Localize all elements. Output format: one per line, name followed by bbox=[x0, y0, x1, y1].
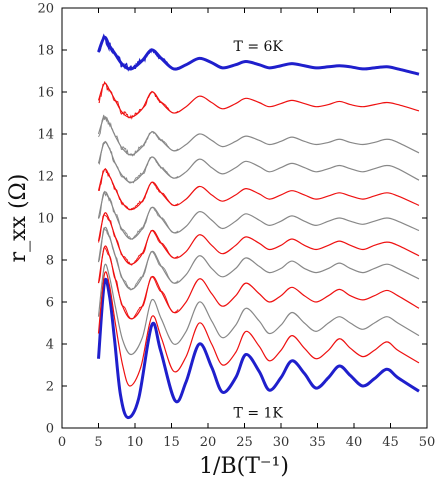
x-tick-label: 30 bbox=[273, 435, 290, 450]
y-tick-label: 16 bbox=[37, 86, 54, 101]
y-axis-label: r_xx (Ω) bbox=[6, 174, 31, 263]
series-noise-8 bbox=[98, 140, 179, 184]
series-noise-3 bbox=[98, 246, 179, 320]
y-tick-label: 4 bbox=[46, 338, 54, 353]
annotation-t-6k: T = 6K bbox=[234, 39, 284, 55]
x-tick-label: 40 bbox=[346, 435, 363, 450]
series-layer bbox=[97, 33, 420, 420]
y-tick-label: 18 bbox=[37, 44, 54, 59]
series-line-0 bbox=[97, 277, 420, 420]
x-tick-label: 45 bbox=[382, 435, 399, 450]
x-tick-label: 50 bbox=[419, 435, 436, 450]
series-line-10 bbox=[97, 82, 420, 118]
x-tick-label: 35 bbox=[309, 435, 326, 450]
series-line-7 bbox=[97, 168, 420, 211]
y-tick-label: 8 bbox=[46, 254, 54, 269]
series-noise-11 bbox=[97, 33, 179, 72]
x-tick-label: 20 bbox=[200, 435, 217, 450]
y-tick-label: 0 bbox=[46, 422, 54, 437]
ticks-layer: 0 5 10 15 20 25 30 35 40 45 50 0 2 4 6 8 10 12 14 16 18 20 bbox=[37, 2, 435, 451]
series-noise-6 bbox=[98, 190, 179, 240]
y-tick-label: 6 bbox=[46, 296, 54, 311]
annotation-t-1k: T = 1K bbox=[234, 405, 284, 421]
series-noise-9 bbox=[98, 114, 179, 157]
y-tick-label: 10 bbox=[37, 212, 54, 227]
series-noise-10 bbox=[98, 80, 179, 120]
y-tick-label: 20 bbox=[37, 2, 54, 17]
x-tick-label: 10 bbox=[127, 435, 144, 450]
series-line-3 bbox=[97, 245, 420, 320]
series-noise-7 bbox=[98, 167, 179, 211]
series-noise-5 bbox=[98, 214, 179, 266]
series-line-2 bbox=[97, 263, 420, 356]
x-tick-label: 5 bbox=[94, 435, 102, 450]
y-tick-label: 14 bbox=[37, 128, 54, 143]
series-line-1 bbox=[97, 271, 420, 387]
y-tick-label: 12 bbox=[37, 170, 54, 185]
series-noise-4 bbox=[98, 227, 179, 291]
series-line-6 bbox=[97, 191, 420, 240]
x-tick-label: 25 bbox=[236, 435, 253, 450]
y-tick-label: 2 bbox=[46, 380, 54, 395]
series-line-9 bbox=[97, 116, 420, 156]
x-tick-label: 15 bbox=[163, 435, 180, 450]
series-line-11 bbox=[97, 35, 420, 76]
series-line-8 bbox=[97, 141, 420, 183]
x-axis-label: 1/B(T⁻¹) bbox=[199, 454, 289, 479]
x-tick-label: 0 bbox=[58, 435, 66, 450]
series-line-4 bbox=[97, 226, 420, 290]
